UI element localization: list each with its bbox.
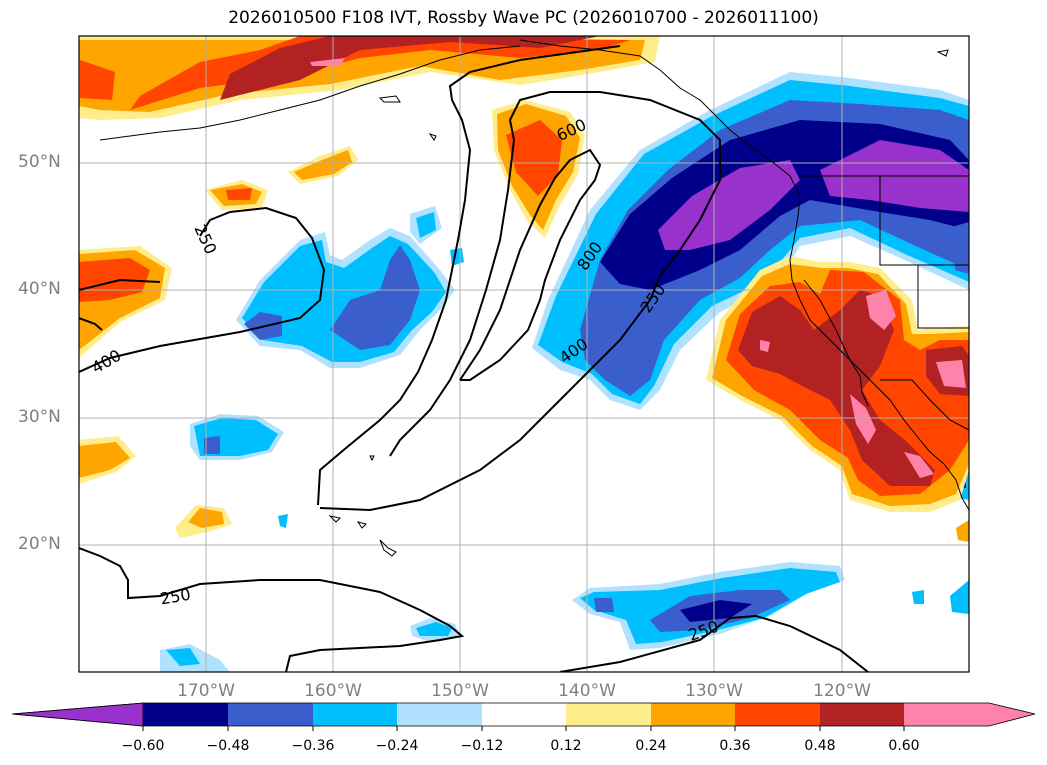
negative-anomaly-subtropics xyxy=(160,456,969,672)
lon-label-150w: 150°W xyxy=(431,681,489,701)
coastlines xyxy=(99,39,969,557)
rossby-contours xyxy=(79,45,869,672)
lon-label-130w: 130°W xyxy=(685,681,743,701)
colorbar-segment xyxy=(397,703,482,726)
colorbar-tick-label: −0.60 xyxy=(121,738,165,754)
contour-label: 250 xyxy=(190,221,220,257)
lat-label-20n: 20°N xyxy=(18,534,61,554)
map-title: 2026010500 F108 IVT, Rossby Wave PC (202… xyxy=(228,8,819,28)
colorbar-segment xyxy=(228,703,313,726)
negative-anomaly-gulf-of-alaska xyxy=(532,72,969,410)
contour-label: 250 xyxy=(159,585,192,609)
negative-anomaly-central-pacific xyxy=(190,206,464,528)
colorbar-tick-label: 0.24 xyxy=(635,738,667,754)
lon-label-160w: 160°W xyxy=(304,681,362,701)
lat-label-40n: 40°N xyxy=(18,279,61,299)
colorbar-tick-label: 0.60 xyxy=(888,738,920,754)
colorbar-tick-label: −0.24 xyxy=(375,738,419,754)
lat-label-50n: 50°N xyxy=(18,152,61,172)
colorbar-tick-label: −0.48 xyxy=(206,738,250,754)
colorbar-segment xyxy=(735,703,820,726)
lon-label-140w: 140°W xyxy=(558,681,616,701)
colorbar-tick-label: −0.12 xyxy=(460,738,504,754)
positive-anomaly-west xyxy=(79,146,969,542)
colorbar-tick-label: 0.36 xyxy=(719,738,751,754)
contour-label: 400 xyxy=(88,346,124,378)
positive-anomaly-ne-pacific xyxy=(492,100,585,238)
anomaly-field: 250 400 600 800 250 400 250 250 xyxy=(79,36,969,672)
gridlines xyxy=(79,36,969,672)
colorbar-segment xyxy=(566,703,651,726)
colorbar xyxy=(11,702,1036,731)
colorbar-extend-low xyxy=(11,702,144,727)
colorbar-segment xyxy=(143,703,228,726)
lon-label-120w: 120°W xyxy=(813,681,871,701)
colorbar-extend-high xyxy=(904,703,1035,726)
positive-anomaly-north-pacific xyxy=(79,36,660,120)
positive-anomaly-california xyxy=(706,256,969,512)
lon-label-170w: 170°W xyxy=(177,681,235,701)
map-frame xyxy=(78,35,970,673)
colorbar-segment xyxy=(313,703,397,726)
colorbar-tick-label: 0.12 xyxy=(550,738,582,754)
colorbar-tick-label: −0.36 xyxy=(291,738,335,754)
colorbar-segment xyxy=(482,703,566,726)
colorbar-tick-label: 0.48 xyxy=(804,738,836,754)
colorbar-segment xyxy=(651,703,735,726)
colorbar-segment xyxy=(820,703,904,726)
lat-label-30n: 30°N xyxy=(18,407,61,427)
